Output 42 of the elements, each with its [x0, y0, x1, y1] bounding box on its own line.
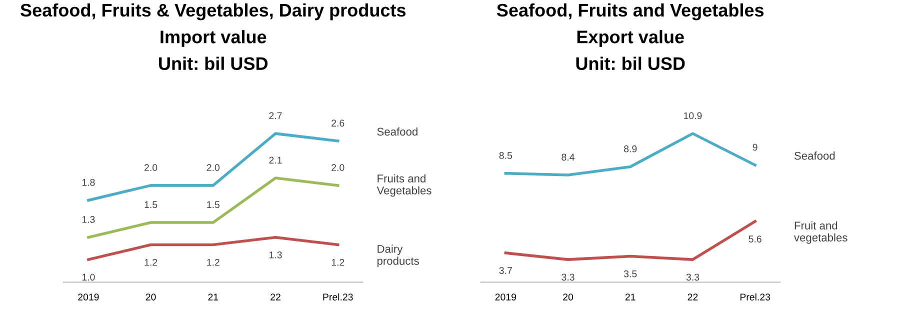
- data-label: 10.9: [684, 112, 702, 120]
- x-tick-label: 21: [208, 294, 218, 300]
- text: Fruits and Vegetables: [376, 174, 432, 197]
- data-label: 3.3: [686, 274, 700, 281]
- data-label: 1.3: [269, 251, 282, 258]
- x-tick-label: 20: [146, 294, 156, 300]
- data-label: 8.5: [499, 152, 512, 159]
- x-tick-label: 21: [625, 294, 636, 300]
- text: Seafood: [794, 152, 835, 160]
- x-tick-label: 20: [563, 294, 574, 300]
- data-label: 2.0: [332, 164, 344, 172]
- data-label: 1.3: [82, 216, 95, 223]
- chart-title: Seafood, Fruits & Vegetables, Dairy products Import value Unit: bil USD: [20, 3, 406, 70]
- data-label: 2.0: [206, 164, 220, 172]
- data-label: 2.7: [269, 112, 282, 120]
- text: Fruit and vegetables: [794, 221, 848, 244]
- chart-title: Seafood, Fruits and Vegetables Export value Unit: bil USD: [496, 3, 764, 70]
- data-label: 1.8: [82, 178, 95, 186]
- data-label: 1.2: [207, 258, 220, 266]
- data-label: 2.0: [144, 164, 158, 172]
- x-tick-label: Prel.23: [323, 293, 353, 300]
- data-label: 1.2: [332, 258, 344, 266]
- x-tick-label: 22: [688, 294, 698, 300]
- data-label: 3.5: [624, 270, 637, 278]
- data-label: 2.6: [332, 120, 344, 127]
- data-label: 5.6: [748, 236, 762, 242]
- text: Seafood: [377, 127, 418, 136]
- data-label: 2.1: [269, 156, 282, 164]
- data-label: 8.4: [562, 154, 574, 161]
- data-label: 3.3: [562, 274, 574, 281]
- data-label: 1.2: [144, 258, 158, 266]
- x-tick-label: 22: [270, 294, 280, 300]
- text: Dairy products: [377, 244, 419, 268]
- data-label: 1.5: [144, 201, 158, 208]
- data-label: 8.9: [624, 145, 637, 152]
- x-tick-label: 2019: [78, 294, 99, 300]
- data-label: 1.0: [82, 274, 95, 281]
- data-label: 9: [752, 144, 758, 151]
- data-label: 3.7: [499, 267, 512, 274]
- x-tick-label: 2019: [495, 294, 516, 300]
- data-label: 1.5: [207, 201, 220, 208]
- x-tick-label: Prel.23: [740, 293, 770, 300]
